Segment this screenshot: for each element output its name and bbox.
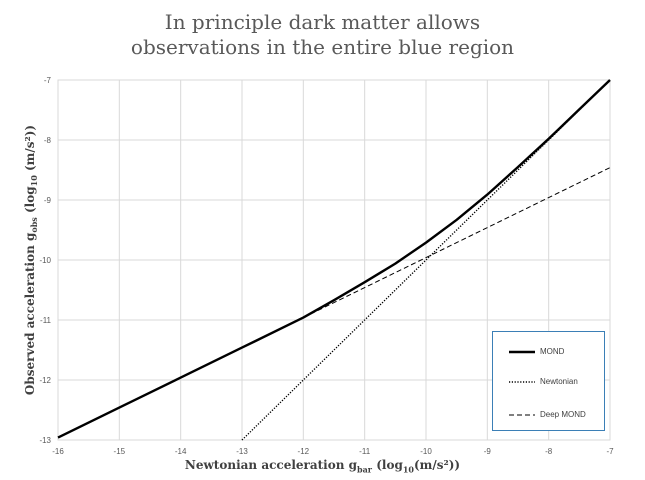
x-axis-title-units-b: (m/s²)) (413, 458, 461, 472)
x-axis-title-units-a: (log (372, 458, 403, 472)
x-axis-title-sub: bar (357, 464, 373, 475)
legend-label-newtonian: Newtonian (540, 377, 578, 386)
y-axis-title-units-a: (log (22, 186, 37, 218)
y-tick-label: -10 (39, 256, 51, 265)
x-tick-label: -11 (359, 447, 371, 456)
y-tick-label: -13 (39, 436, 51, 445)
chart-title: In principle dark matter allows observat… (0, 10, 645, 60)
x-tick-label: -9 (484, 447, 492, 456)
legend-swatch-deep-mond (509, 414, 535, 416)
x-tick-label: -12 (298, 447, 310, 456)
y-axis-title-units-b: (m/s²)) (22, 124, 37, 176)
legend-label-deep-mond: Deep MOND (540, 410, 586, 419)
x-tick-label: -15 (114, 447, 126, 456)
legend-label-mond: MOND (540, 347, 565, 356)
x-axis-title-units-sub: 10 (402, 464, 414, 475)
series-line-newtonian (241, 79, 611, 441)
y-axis-title: Observed acceleration gobs (log10 (m/s²)… (23, 125, 39, 395)
chart-title-line-1: In principle dark matter allows (164, 10, 481, 34)
legend-item-deep-mond: Deep MOND (493, 408, 606, 422)
chart-title-line-2: observations in the entire blue region (130, 35, 515, 59)
x-axis-title-main: Newtonian acceleration g (184, 458, 358, 472)
y-tick-label: -9 (44, 196, 52, 205)
x-tick-label: -7 (606, 447, 614, 456)
y-tick-label: -8 (44, 136, 52, 145)
series-line-deep-mond (303, 167, 611, 319)
series-line-mond (57, 79, 611, 439)
y-tick-label: -11 (40, 316, 52, 325)
legend-item-newtonian: Newtonian (493, 375, 606, 389)
legend-swatch-newtonian (509, 381, 535, 383)
x-tick-label: -10 (420, 447, 432, 456)
x-tick-label: -14 (175, 447, 187, 456)
y-tick-label: -12 (39, 376, 51, 385)
x-tick-label: -13 (236, 447, 248, 456)
x-tick-label: -8 (545, 447, 553, 456)
legend-item-mond: MOND (493, 345, 606, 359)
legend-swatch-mond (509, 350, 535, 354)
x-axis-title: Newtonian acceleration gbar (log10(m/s²)… (0, 458, 645, 474)
legend: MOND Newtonian Deep MOND (492, 331, 605, 431)
y-tick-label: -7 (44, 76, 52, 85)
x-tick-label: -16 (52, 447, 64, 456)
y-axis-title-units-sub: 10 (29, 175, 40, 187)
y-axis-title-sub: obs (29, 217, 40, 233)
y-axis-title-main: Observed acceleration g (22, 232, 37, 396)
